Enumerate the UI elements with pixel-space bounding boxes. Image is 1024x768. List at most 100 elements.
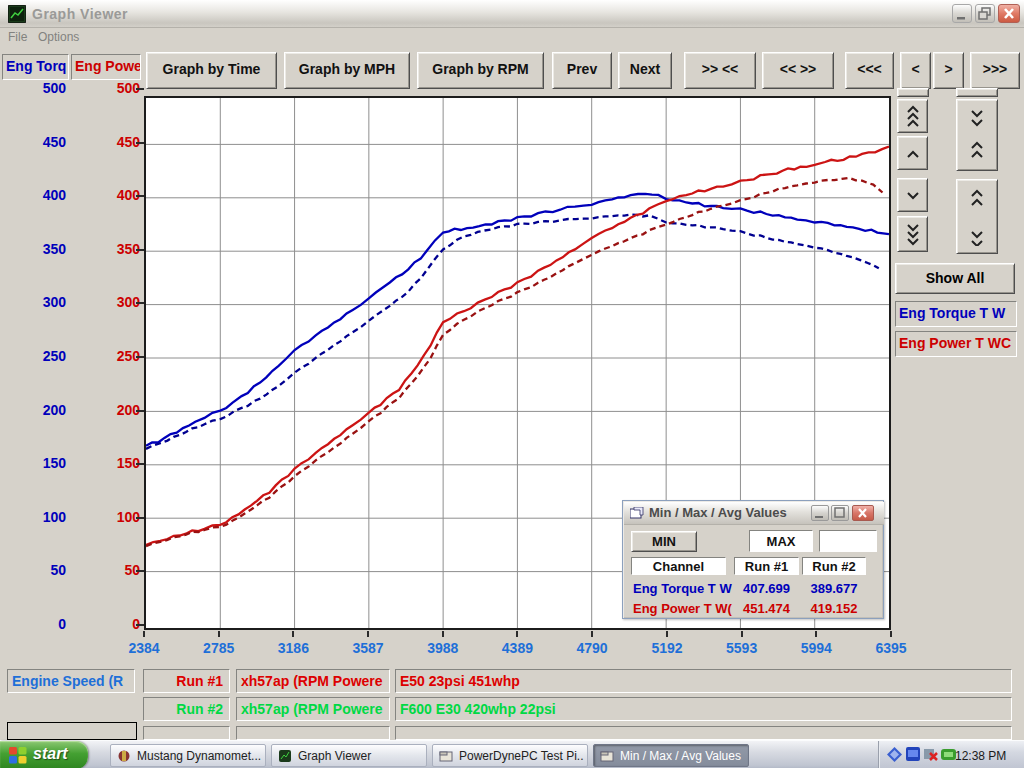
y-axis-label-power: 450	[92, 134, 140, 150]
y-axis-label-torque: 0	[18, 616, 66, 632]
zoom-in-vertical-button[interactable]	[956, 99, 998, 171]
windows-logo-icon	[9, 747, 27, 764]
minimize-button[interactable]	[952, 4, 972, 23]
y-axis-label-torque: 300	[18, 294, 66, 310]
tray-icon-4	[941, 747, 956, 762]
x-channel-field[interactable]: Engine Speed (R	[7, 669, 135, 693]
y-axis-tick	[136, 249, 144, 251]
minmax-close-button[interactable]	[852, 505, 874, 521]
toolbar-button--[interactable]: >>>	[970, 52, 1020, 89]
y-axis-label-power: 350	[92, 241, 140, 257]
y-axis-label-power: 100	[92, 509, 140, 525]
scroll-down-button[interactable]	[897, 178, 928, 212]
y-axis-label-torque: 450	[18, 134, 66, 150]
minmax-title-bar[interactable]: Min / Max / Avg Values	[624, 502, 884, 525]
avg-tab-partial[interactable]	[819, 530, 877, 552]
x-axis-label: 2384	[112, 640, 176, 656]
x-axis-label: 4790	[560, 640, 624, 656]
toolbar-button-graph-by-rpm[interactable]: Graph by RPM	[417, 52, 544, 89]
x-axis-tick	[442, 631, 444, 637]
y-axis-label-power: 250	[92, 348, 140, 364]
x-axis-tick	[890, 631, 892, 637]
partial-run3-comment	[395, 726, 1012, 740]
toolbar-button--[interactable]: >> <<	[684, 52, 756, 89]
zoom-out-vertical-button[interactable]	[956, 179, 998, 254]
toolbar-button--[interactable]: <<<	[845, 52, 894, 89]
legend-power-label[interactable]: Eng Power T WC	[895, 331, 1017, 357]
tray-icon-2	[905, 746, 921, 762]
y-axis-label-torque: 400	[18, 187, 66, 203]
run2-file-field[interactable]: xh57ap (RPM Powere	[236, 697, 390, 721]
taskbar: start Mustang Dynamomet... Graph Viewer Po…	[0, 740, 1024, 768]
minmax-col-channel: Channel	[631, 557, 726, 575]
scroll-up-fast-button[interactable]	[897, 99, 928, 133]
start-button[interactable]: start	[0, 741, 88, 768]
x-axis-tick	[741, 631, 743, 637]
channel-tab-torque[interactable]: Eng Torq	[2, 54, 69, 80]
scroll-up-button[interactable]	[897, 136, 928, 170]
system-tray: 12:38 PM	[878, 741, 1024, 768]
toolbar-button--[interactable]: >	[933, 52, 964, 89]
restore-button[interactable]	[975, 4, 995, 23]
run2-comment-field[interactable]: F600 E30 420whp 22psi	[395, 697, 1012, 721]
partial-run3-file	[236, 726, 390, 740]
menu-file[interactable]: File	[8, 30, 27, 44]
legend-torque-label[interactable]: Eng Torque T W	[895, 301, 1017, 327]
minmax-window[interactable]: Min / Max / Avg Values MIN MAX Channel R…	[622, 500, 884, 619]
toolbar-button-next[interactable]: Next	[618, 52, 672, 89]
x-axis-label: 3186	[261, 640, 325, 656]
x-axis-tick	[143, 631, 145, 637]
toolbar-button--[interactable]: << >>	[762, 52, 834, 89]
taskbar-task-4[interactable]: Min / Max / Avg Values	[593, 744, 749, 767]
minmax-row-torque-run1: 407.699	[734, 581, 799, 596]
series-line	[146, 215, 879, 449]
partial-button-top-right[interactable]	[956, 88, 998, 97]
y-axis-label-torque: 50	[18, 562, 66, 578]
run1-comment-field[interactable]: E50 23psi 451whp	[395, 669, 1012, 693]
partial-button-top-left[interactable]	[897, 88, 929, 97]
y-axis-tick	[136, 517, 144, 519]
start-label: start	[33, 745, 68, 763]
empty-edit-box[interactable]	[7, 722, 137, 740]
taskbar-task-2[interactable]: Graph Viewer	[271, 744, 427, 767]
taskbar-task-1[interactable]: Mustang Dynamomet...	[110, 744, 266, 767]
minmax-row-power-channel: Eng Power T W(	[633, 601, 732, 616]
partial-run3-label	[143, 726, 230, 740]
channel-tab-power[interactable]: Eng Powe	[71, 54, 141, 80]
x-axis-label: 3587	[336, 640, 400, 656]
window-title: Graph Viewer	[32, 6, 128, 22]
toolbar-button-graph-by-mph[interactable]: Graph by MPH	[284, 52, 410, 89]
run1-label[interactable]: Run #1	[143, 669, 230, 693]
task-icon	[278, 749, 292, 763]
x-axis-tick	[666, 631, 668, 637]
close-button[interactable]	[998, 4, 1020, 23]
show-all-button[interactable]: Show All	[895, 263, 1015, 294]
toolbar-button-graph-by-time[interactable]: Graph by Time	[146, 52, 277, 89]
tray-icon-1	[887, 747, 902, 762]
menu-bar: File Options	[0, 29, 1024, 46]
minmax-row-power-run1: 451.474	[734, 601, 799, 616]
toolbar-button--[interactable]: <	[900, 52, 931, 89]
x-axis-label: 4389	[485, 640, 549, 656]
taskbar-task-3[interactable]: PowerDynePC Test Pi...	[432, 744, 588, 767]
series-line	[146, 178, 883, 546]
x-axis-tick	[367, 631, 369, 637]
x-axis-tick	[516, 631, 518, 637]
x-axis-tick	[292, 631, 294, 637]
minmax-maximize-button[interactable]	[831, 505, 849, 521]
run1-file-field[interactable]: xh57ap (RPM Powere	[236, 669, 390, 693]
max-tab[interactable]: MAX	[749, 530, 813, 552]
tray-icon-3	[923, 747, 939, 762]
y-axis-tick	[136, 302, 144, 304]
menu-options[interactable]: Options	[38, 30, 79, 44]
run2-label[interactable]: Run #2	[143, 697, 230, 721]
y-axis-tick	[136, 88, 144, 90]
scroll-down-fast-button[interactable]	[897, 216, 928, 252]
task-title: Graph Viewer	[298, 749, 423, 763]
toolbar-button-prev[interactable]: Prev	[552, 52, 612, 89]
minmax-minimize-button[interactable]	[811, 505, 829, 521]
minmax-row-power-run2: 419.152	[802, 601, 866, 616]
min-tab[interactable]: MIN	[631, 531, 697, 552]
x-axis-tick	[218, 631, 220, 637]
y-axis-label-torque: 500	[18, 80, 66, 96]
